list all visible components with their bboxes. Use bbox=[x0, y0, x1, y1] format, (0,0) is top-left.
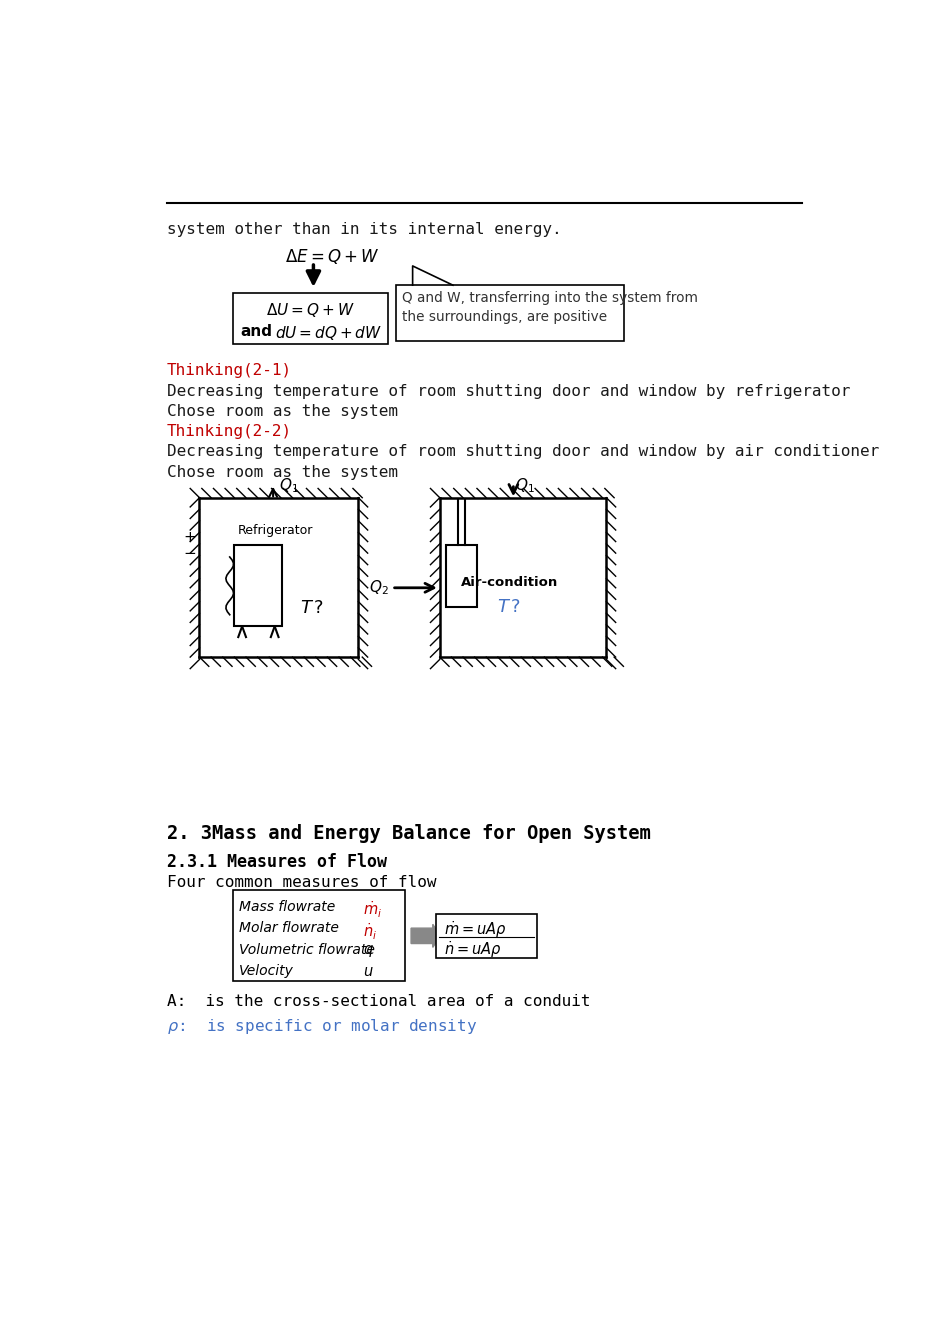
FancyBboxPatch shape bbox=[435, 913, 536, 959]
Text: Velocity: Velocity bbox=[239, 964, 294, 979]
Text: $\rho$:  is specific or molar density: $\rho$: is specific or molar density bbox=[167, 1017, 477, 1036]
Text: $dU = dQ+dW$: $dU = dQ+dW$ bbox=[275, 324, 381, 342]
Text: Four common measures of flow: Four common measures of flow bbox=[167, 874, 436, 890]
Text: and: and bbox=[241, 324, 272, 338]
Text: $\dot{m} = uA\rho$: $\dot{m} = uA\rho$ bbox=[443, 920, 506, 940]
Text: −: − bbox=[184, 545, 196, 560]
Text: $Q_1$: $Q_1$ bbox=[514, 476, 534, 495]
Text: Mass flowrate: Mass flowrate bbox=[239, 900, 335, 913]
Text: A:  is the cross-sectional area of a conduit: A: is the cross-sectional area of a cond… bbox=[167, 993, 590, 1008]
Text: 2.3.1 Measures of Flow: 2.3.1 Measures of Flow bbox=[167, 853, 386, 872]
Text: $u$: $u$ bbox=[362, 964, 373, 979]
Text: Decreasing temperature of room shutting door and window by air conditioner: Decreasing temperature of room shutting … bbox=[167, 444, 878, 459]
Text: 2. 3Mass and Energy Balance for Open System: 2. 3Mass and Energy Balance for Open Sys… bbox=[167, 824, 650, 844]
FancyBboxPatch shape bbox=[232, 293, 387, 344]
Text: system other than in its internal energy.: system other than in its internal energy… bbox=[167, 222, 561, 237]
Text: Q and W, transferring into the system from: Q and W, transferring into the system fr… bbox=[401, 291, 697, 305]
Text: Molar flowrate: Molar flowrate bbox=[239, 921, 339, 935]
Text: Chose room as the system: Chose room as the system bbox=[167, 404, 397, 418]
Text: $T\,?$: $T\,?$ bbox=[300, 599, 324, 618]
Text: $Q_2$: $Q_2$ bbox=[368, 579, 388, 598]
FancyArrow shape bbox=[411, 924, 440, 948]
Text: $\dot{m}_i$: $\dot{m}_i$ bbox=[362, 900, 381, 920]
Text: $\Delta U = Q+W$: $\Delta U = Q+W$ bbox=[266, 301, 354, 320]
Text: $\dot{n}_i$: $\dot{n}_i$ bbox=[362, 921, 377, 941]
Text: +: + bbox=[184, 531, 196, 545]
FancyBboxPatch shape bbox=[396, 285, 624, 341]
FancyBboxPatch shape bbox=[234, 545, 282, 626]
Text: $Q_1$: $Q_1$ bbox=[278, 476, 298, 495]
Text: the surroundings, are positive: the surroundings, are positive bbox=[401, 310, 606, 324]
Text: Air-condition: Air-condition bbox=[461, 576, 558, 590]
FancyBboxPatch shape bbox=[232, 890, 404, 981]
Text: Refrigerator: Refrigerator bbox=[238, 524, 313, 537]
Text: Thinking(2-1): Thinking(2-1) bbox=[167, 362, 292, 378]
Text: $T\,?$: $T\,?$ bbox=[497, 598, 521, 616]
Text: $q$: $q$ bbox=[362, 943, 374, 959]
Text: $\dot{n} = uA\rho$: $\dot{n} = uA\rho$ bbox=[443, 939, 500, 960]
Text: Decreasing temperature of room shutting door and window by refrigerator: Decreasing temperature of room shutting … bbox=[167, 384, 850, 398]
Text: $\Delta E = Q+W$: $\Delta E = Q+W$ bbox=[284, 247, 379, 266]
Text: Volumetric flowrate: Volumetric flowrate bbox=[239, 943, 375, 957]
Text: Thinking(2-2): Thinking(2-2) bbox=[167, 424, 292, 439]
FancyBboxPatch shape bbox=[446, 545, 477, 607]
Text: Chose room as the system: Chose room as the system bbox=[167, 464, 397, 480]
